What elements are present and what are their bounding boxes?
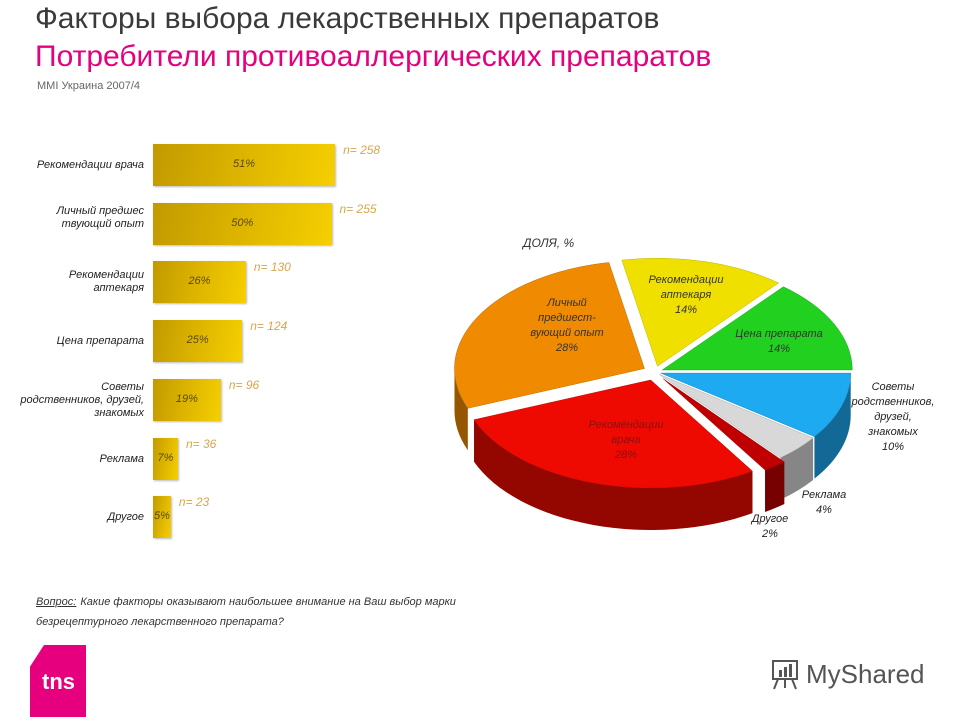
bar xyxy=(153,144,336,186)
pie-slice-name: Рекомендации аптекаря xyxy=(648,274,724,301)
pie-slice-value: 14% xyxy=(767,343,791,355)
pie-slice-name: Реклама xyxy=(801,489,847,501)
pie-slice-label: Советы родственников, друзей, знакомых 10… xyxy=(848,380,938,455)
pie-slice-label: Цена препарата 14% xyxy=(724,327,834,357)
bar-n-label: n= 96 xyxy=(228,378,260,392)
pie-slice-value: 10% xyxy=(881,441,905,453)
bar-value-label: 19% xyxy=(175,393,198,405)
bar-n-label: n= 258 xyxy=(343,143,381,157)
question-text: Какие факторы оказывают наибольшее внима… xyxy=(36,596,456,628)
pie-slice-name: Советы родственников, друзей, знакомых xyxy=(851,381,935,438)
pie-slice-value: 28% xyxy=(555,342,579,354)
page-title: Факторы выбора лекарственных препаратов xyxy=(35,2,660,35)
pie-slice xyxy=(473,379,753,489)
pie-slice-value: 14% xyxy=(674,304,698,316)
bar-value-label: 5% xyxy=(153,510,170,522)
bar xyxy=(153,320,243,362)
pie-slice-name: Рекомендации врача xyxy=(588,419,664,446)
bar-value-label: 25% xyxy=(186,334,209,346)
page-subtitle: Потребители противоаллергических препара… xyxy=(35,40,712,73)
pie-slice-side xyxy=(814,373,851,479)
pie-slice-side xyxy=(474,419,753,530)
question-note: Вопрос: Какие факторы оказывают наибольше… xyxy=(36,592,476,632)
pie-title: ДОЛЯ, % xyxy=(523,236,575,250)
bar xyxy=(153,203,332,245)
bar-value-label: 50% xyxy=(231,217,254,229)
bar-value-label: 51% xyxy=(233,158,256,170)
pie-slice-label: Другое 2% xyxy=(740,512,800,542)
pie-slice-side xyxy=(765,462,785,512)
pie-slice xyxy=(660,372,851,437)
bar-n-label: n= 23 xyxy=(178,495,210,509)
pie-slice-value: 2% xyxy=(762,528,778,540)
pie-slice xyxy=(663,378,785,471)
bar-category-label: Рекомендации аптекаря xyxy=(68,269,144,294)
bar-category-label: Другое xyxy=(107,510,144,523)
tns-logo: tns xyxy=(30,645,86,717)
bar-value-label: 7% xyxy=(157,452,174,464)
bar-category-label: Цена препарата xyxy=(56,334,144,347)
bar xyxy=(153,438,178,480)
pie-slice xyxy=(621,257,780,367)
bar-n-label: n= 124 xyxy=(250,319,288,333)
bar-value-label: 26% xyxy=(188,275,211,287)
myshared-watermark: MyShared xyxy=(770,658,925,690)
bar-category-label: Личный предшес твующий опыт xyxy=(56,204,144,230)
pie-slice-label: Рекомендации аптекаря 14% xyxy=(641,273,731,318)
pie-slice-side xyxy=(780,437,814,500)
pie-slice xyxy=(454,262,645,409)
pie-slice-value: 28% xyxy=(614,449,638,461)
bar-n-label: n= 130 xyxy=(253,260,291,274)
bar-n-label: n= 36 xyxy=(185,437,217,451)
pie-slice-label: Реклама 4% xyxy=(794,488,854,518)
question-label: Вопрос: xyxy=(36,596,77,608)
tns-logo-text: tns xyxy=(42,669,75,694)
pie-slice xyxy=(661,286,853,371)
bar-category-label: Рекомендации врача xyxy=(36,158,144,171)
bar-n-label: n= 255 xyxy=(339,202,377,216)
pie-slice-name: Цена препарата xyxy=(735,328,823,340)
bar xyxy=(153,261,246,303)
bar-category-label: Советы родственников, друзей, знакомых xyxy=(20,380,144,419)
pie-slice-label: Личный предшест-вующий опыт 28% xyxy=(522,296,612,356)
pie-slice-value: 4% xyxy=(816,504,832,516)
myshared-text: MyShared xyxy=(806,658,925,689)
presentation-board-icon xyxy=(772,660,798,690)
bar xyxy=(153,379,221,421)
pie-slice-name: Другое xyxy=(751,513,789,525)
bar xyxy=(153,496,171,538)
pie-slice xyxy=(659,374,814,458)
pie-slice-label: Рекомендации врача 28% xyxy=(581,418,671,463)
bar-category-label: Реклама xyxy=(99,452,144,465)
source-note: MMI Украина 2007/4 xyxy=(37,80,141,92)
pie-slice-name: Личный предшест-вующий опыт xyxy=(530,297,604,339)
